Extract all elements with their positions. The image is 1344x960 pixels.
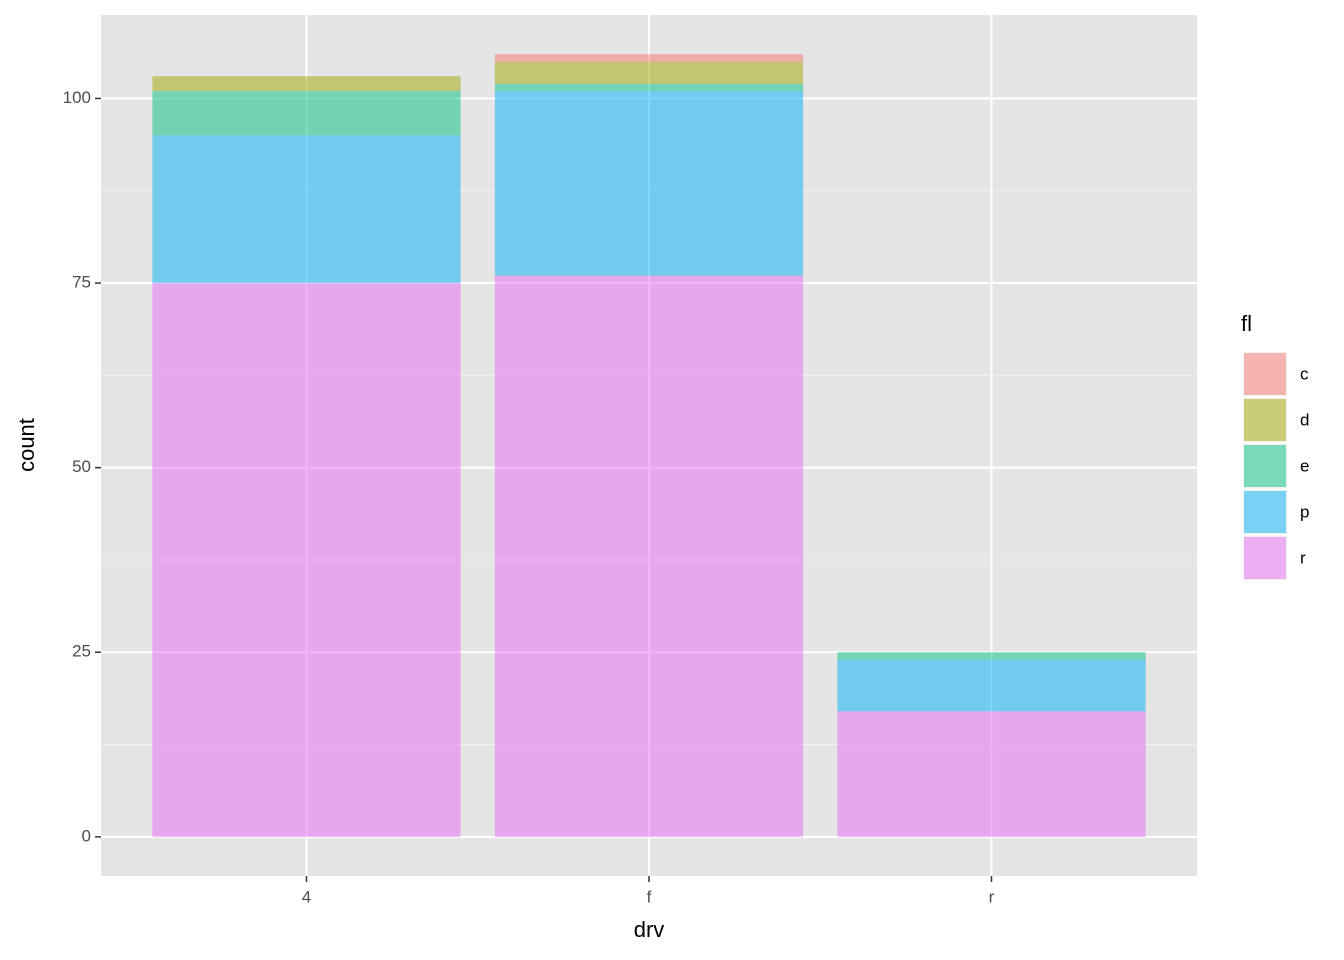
bar-segment <box>152 76 461 92</box>
legend-label: r <box>1300 548 1306 567</box>
y-axis-title: count <box>14 418 39 472</box>
bar-segment <box>152 135 461 284</box>
bar-segment <box>494 61 804 84</box>
bar-segment <box>837 711 1146 837</box>
legend-title: fl <box>1241 311 1252 336</box>
x-tick-label: f <box>647 887 652 906</box>
y-tick-label: 0 <box>82 826 91 845</box>
x-tick-label: 4 <box>302 887 311 906</box>
legend-label: p <box>1300 502 1309 521</box>
bar-segment <box>837 659 1146 712</box>
bar-segment <box>494 83 804 92</box>
legend-label: c <box>1300 364 1309 383</box>
y-tick-label: 75 <box>72 273 91 292</box>
bar-segment <box>494 54 804 62</box>
legend-label: d <box>1300 410 1309 429</box>
legend-key <box>1244 445 1286 487</box>
legend-key <box>1244 491 1286 533</box>
bar-segment <box>152 91 461 136</box>
x-tick-label: r <box>989 887 995 906</box>
bar-segment <box>494 275 804 837</box>
x-axis-title: drv <box>634 917 665 942</box>
y-tick-label: 50 <box>72 457 91 476</box>
bar-segment <box>494 91 804 276</box>
y-tick-label: 25 <box>72 642 91 661</box>
legend-label: e <box>1300 456 1309 475</box>
bar-segment <box>152 283 461 837</box>
bar-segment <box>837 652 1146 660</box>
legend-key <box>1244 537 1286 579</box>
legend-key <box>1244 353 1286 395</box>
legend-key <box>1244 399 1286 441</box>
y-tick-label: 100 <box>63 88 91 107</box>
